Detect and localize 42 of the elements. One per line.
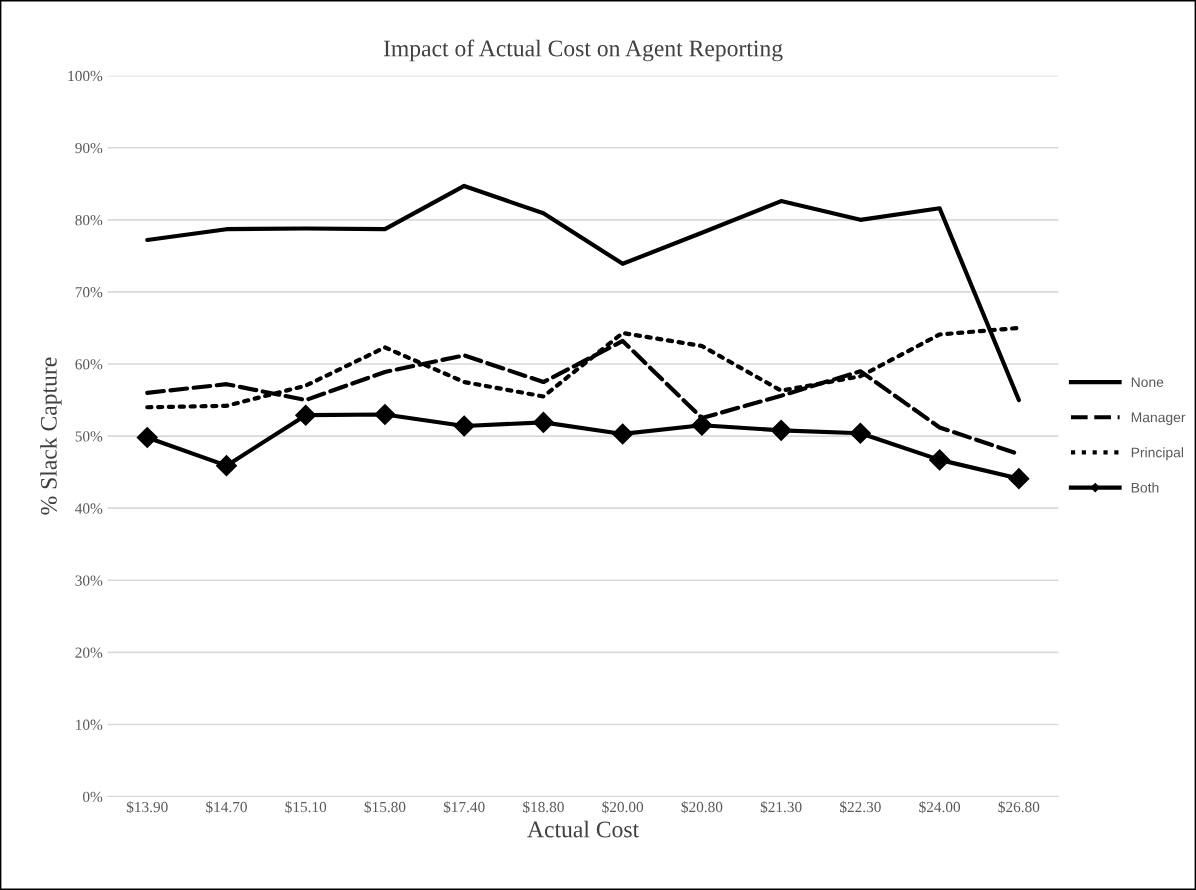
y-tick-label: 0% — [83, 791, 103, 803]
x-tick-label: $22.30 — [840, 800, 881, 814]
y-tick-label: 40% — [75, 503, 103, 514]
point — [929, 449, 951, 471]
chart-title: Impact of Actual Cost on Agent Reporting — [383, 39, 783, 62]
y-tick-label: 30% — [75, 575, 103, 586]
x-tick-label: $15.10 — [285, 800, 327, 814]
point — [849, 422, 871, 444]
x-tick-label: $20.80 — [681, 800, 723, 814]
x-tick-label: $18.80 — [523, 800, 564, 814]
legend-label: Manager — [1131, 412, 1186, 425]
x-tick-label: $13.90 — [126, 800, 168, 814]
x-tick-label: $17.40 — [443, 800, 485, 814]
legend-label: Principal — [1131, 447, 1184, 461]
point — [295, 404, 317, 426]
y-tick-label: 20% — [75, 647, 103, 658]
point — [215, 455, 238, 477]
legend-label: Both — [1131, 482, 1159, 493]
x-tick-label: $21.30 — [760, 800, 802, 814]
point — [770, 419, 792, 441]
y-tick-label: 90% — [75, 142, 103, 154]
point — [532, 411, 554, 433]
point — [691, 414, 713, 436]
x-axis-title: Actual Cost — [527, 820, 639, 838]
y-tick-label: 100% — [68, 70, 103, 82]
point — [374, 403, 396, 425]
y-tick-label: 60% — [75, 359, 103, 370]
x-tick-label: $24.00 — [919, 800, 961, 814]
x-tick-label: $20.00 — [602, 800, 644, 814]
point — [1008, 468, 1030, 490]
y-tick-label: 50% — [75, 431, 103, 442]
point — [612, 423, 634, 445]
y-axis-title: % Slack Capture — [40, 357, 62, 515]
y-tick-label: 80% — [75, 214, 103, 226]
point — [453, 415, 475, 437]
y-tick-label: 10% — [76, 719, 103, 730]
legend-label: None — [1131, 377, 1164, 388]
point — [136, 427, 158, 449]
x-tick-label: $15.80 — [364, 800, 406, 814]
y-tick-label: 70% — [75, 287, 103, 298]
x-tick-label: $26.80 — [998, 800, 1040, 814]
x-tick-label: $14.70 — [206, 800, 247, 814]
